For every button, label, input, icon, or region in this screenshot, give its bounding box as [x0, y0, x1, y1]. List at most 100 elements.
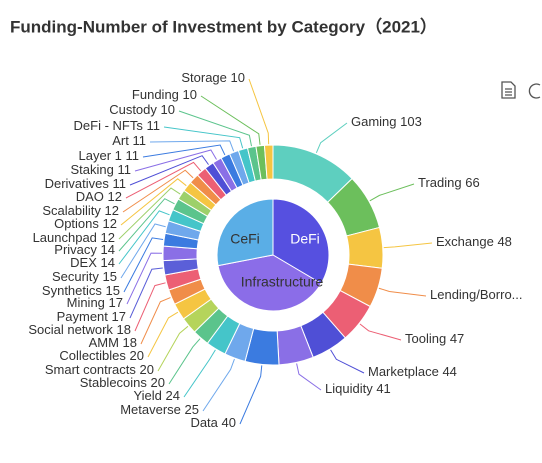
value-label: 15	[106, 283, 120, 298]
restore-icon[interactable]	[528, 83, 541, 99]
data-view-icon[interactable]	[501, 81, 516, 99]
data-label: Privacy 14	[54, 242, 115, 257]
data-label: Yield 24	[133, 388, 180, 403]
value-label: 18	[123, 335, 137, 350]
value-label: 11	[118, 162, 132, 177]
category-name: Marketplace	[368, 364, 439, 379]
chart-title: Funding-Number of Investment by Category…	[10, 16, 437, 36]
leader-line	[147, 311, 179, 358]
leader-line	[126, 252, 163, 305]
value-label: 11	[133, 133, 147, 148]
value-label: 11	[126, 148, 140, 163]
data-label: Metaverse 25	[120, 402, 199, 417]
value-label: 11	[113, 176, 127, 191]
category-name: Stablecoins	[80, 375, 148, 390]
category-name: Layer 1	[79, 148, 122, 163]
category-name: Options	[54, 216, 99, 231]
value-label: 44	[442, 364, 456, 379]
slice-label: CeFi	[230, 231, 260, 247]
leader-line	[149, 140, 235, 152]
leader-line	[122, 169, 194, 213]
data-label: Security 15	[52, 269, 117, 284]
category-name: Launchpad	[33, 230, 97, 245]
leader-line	[202, 358, 235, 412]
leader-line	[134, 149, 217, 172]
pie-slice	[217, 254, 322, 312]
value-label: 12	[103, 216, 117, 231]
data-label: Custody 10	[109, 102, 175, 117]
category-name: Payment	[57, 309, 109, 324]
leader-line	[168, 338, 201, 385]
data-label: Storage 10	[181, 70, 245, 85]
leader-line	[178, 110, 252, 147]
category-name: DAO	[76, 189, 104, 204]
value-label: 10	[231, 70, 245, 85]
data-label: Scalability 12	[42, 203, 119, 218]
value-label: 15	[103, 269, 117, 284]
data-label: Lending/Borro...	[430, 287, 523, 302]
category-name: Security	[52, 269, 99, 284]
category-name: Tooling	[405, 331, 446, 346]
data-label: Synthetics 15	[42, 283, 120, 298]
category-name: Yield	[133, 388, 161, 403]
value-label: 20	[151, 375, 165, 390]
data-label: DeFi - NFTs 11	[74, 118, 160, 133]
data-label: Exchange 48	[436, 234, 512, 249]
value-label: 11	[147, 118, 161, 133]
data-label: Smart contracts 20	[45, 362, 154, 377]
data-label: Options 12	[54, 216, 117, 231]
category-name: Data	[190, 415, 218, 430]
leader-line	[134, 282, 166, 332]
leader-line	[239, 365, 263, 425]
category-name: Art	[112, 133, 129, 148]
pie-slice	[216, 198, 274, 267]
data-label: DEX 14	[70, 255, 115, 270]
category-name: DeFi - NFTs	[74, 118, 144, 133]
leader-line	[118, 210, 170, 265]
value-label: 14	[101, 255, 115, 270]
category-name: Storage	[181, 70, 227, 85]
value-label: 18	[117, 322, 131, 337]
leader-line	[163, 126, 244, 149]
data-label: Gaming 103	[351, 114, 422, 129]
value-label: 25	[185, 402, 199, 417]
data-label: Staking 11	[71, 162, 132, 177]
category-name: Scalability	[42, 203, 101, 218]
data-label: Launchpad 12	[33, 230, 115, 245]
leader-line	[378, 287, 427, 297]
leader-line	[248, 78, 270, 145]
data-label: DAO 12	[76, 189, 122, 204]
value-label: 10	[161, 102, 175, 117]
leader-line	[369, 183, 415, 202]
category-name: Custody	[109, 102, 157, 117]
leader-line	[359, 323, 402, 341]
category-name: Synthetics	[42, 283, 102, 298]
value-label: 10	[183, 87, 197, 102]
leader-line	[129, 267, 163, 319]
data-label: Social network 18	[28, 322, 131, 337]
value-label: 103	[400, 114, 422, 129]
data-label: Trading 66	[418, 175, 480, 190]
leader-line	[200, 95, 261, 145]
category-name: Lending/Borro...	[430, 287, 523, 302]
value-label: 41	[376, 381, 390, 396]
category-name: Liquidity	[325, 381, 373, 396]
data-label: AMM 18	[89, 335, 137, 350]
toolbox[interactable]	[501, 81, 541, 99]
value-label: 40	[222, 415, 236, 430]
category-name: Privacy	[54, 242, 97, 257]
data-label: Tooling 47	[405, 331, 464, 346]
leader-line	[183, 349, 216, 398]
category-name: Collectibles	[59, 348, 126, 363]
donut-segment	[263, 144, 274, 180]
value-label: 17	[109, 295, 123, 310]
leader-line	[120, 223, 166, 279]
data-label: Data 40	[190, 415, 236, 430]
leader-line	[120, 178, 187, 226]
data-label: Funding 10	[132, 87, 197, 102]
value-label: 48	[497, 234, 511, 249]
data-label: Layer 1 11	[79, 148, 140, 163]
category-name: Smart contracts	[45, 362, 137, 377]
leader-line	[129, 155, 209, 186]
